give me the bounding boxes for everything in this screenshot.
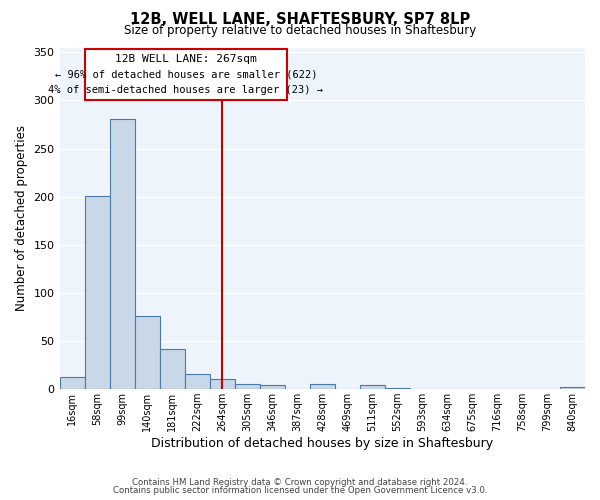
Y-axis label: Number of detached properties: Number of detached properties — [15, 126, 28, 312]
Text: Size of property relative to detached houses in Shaftesbury: Size of property relative to detached ho… — [124, 24, 476, 37]
Text: ← 96% of detached houses are smaller (622): ← 96% of detached houses are smaller (62… — [55, 70, 317, 80]
Bar — [235, 384, 260, 389]
Bar — [134, 316, 160, 389]
Bar — [209, 378, 235, 389]
Text: Contains public sector information licensed under the Open Government Licence v3: Contains public sector information licen… — [113, 486, 487, 495]
Bar — [185, 374, 209, 389]
Bar — [360, 386, 385, 389]
Text: 4% of semi-detached houses are larger (23) →: 4% of semi-detached houses are larger (2… — [49, 85, 323, 95]
Text: 12B WELL LANE: 267sqm: 12B WELL LANE: 267sqm — [115, 54, 257, 64]
FancyBboxPatch shape — [85, 50, 287, 100]
Text: 12B, WELL LANE, SHAFTESBURY, SP7 8LP: 12B, WELL LANE, SHAFTESBURY, SP7 8LP — [130, 12, 470, 28]
Text: Contains HM Land Registry data © Crown copyright and database right 2024.: Contains HM Land Registry data © Crown c… — [132, 478, 468, 487]
Bar — [59, 376, 85, 389]
Bar — [160, 348, 185, 389]
Bar — [110, 118, 134, 389]
Bar — [310, 384, 335, 389]
X-axis label: Distribution of detached houses by size in Shaftesbury: Distribution of detached houses by size … — [151, 437, 493, 450]
Bar — [385, 388, 410, 389]
Bar — [560, 387, 585, 389]
Bar — [85, 196, 110, 389]
Bar — [260, 386, 285, 389]
